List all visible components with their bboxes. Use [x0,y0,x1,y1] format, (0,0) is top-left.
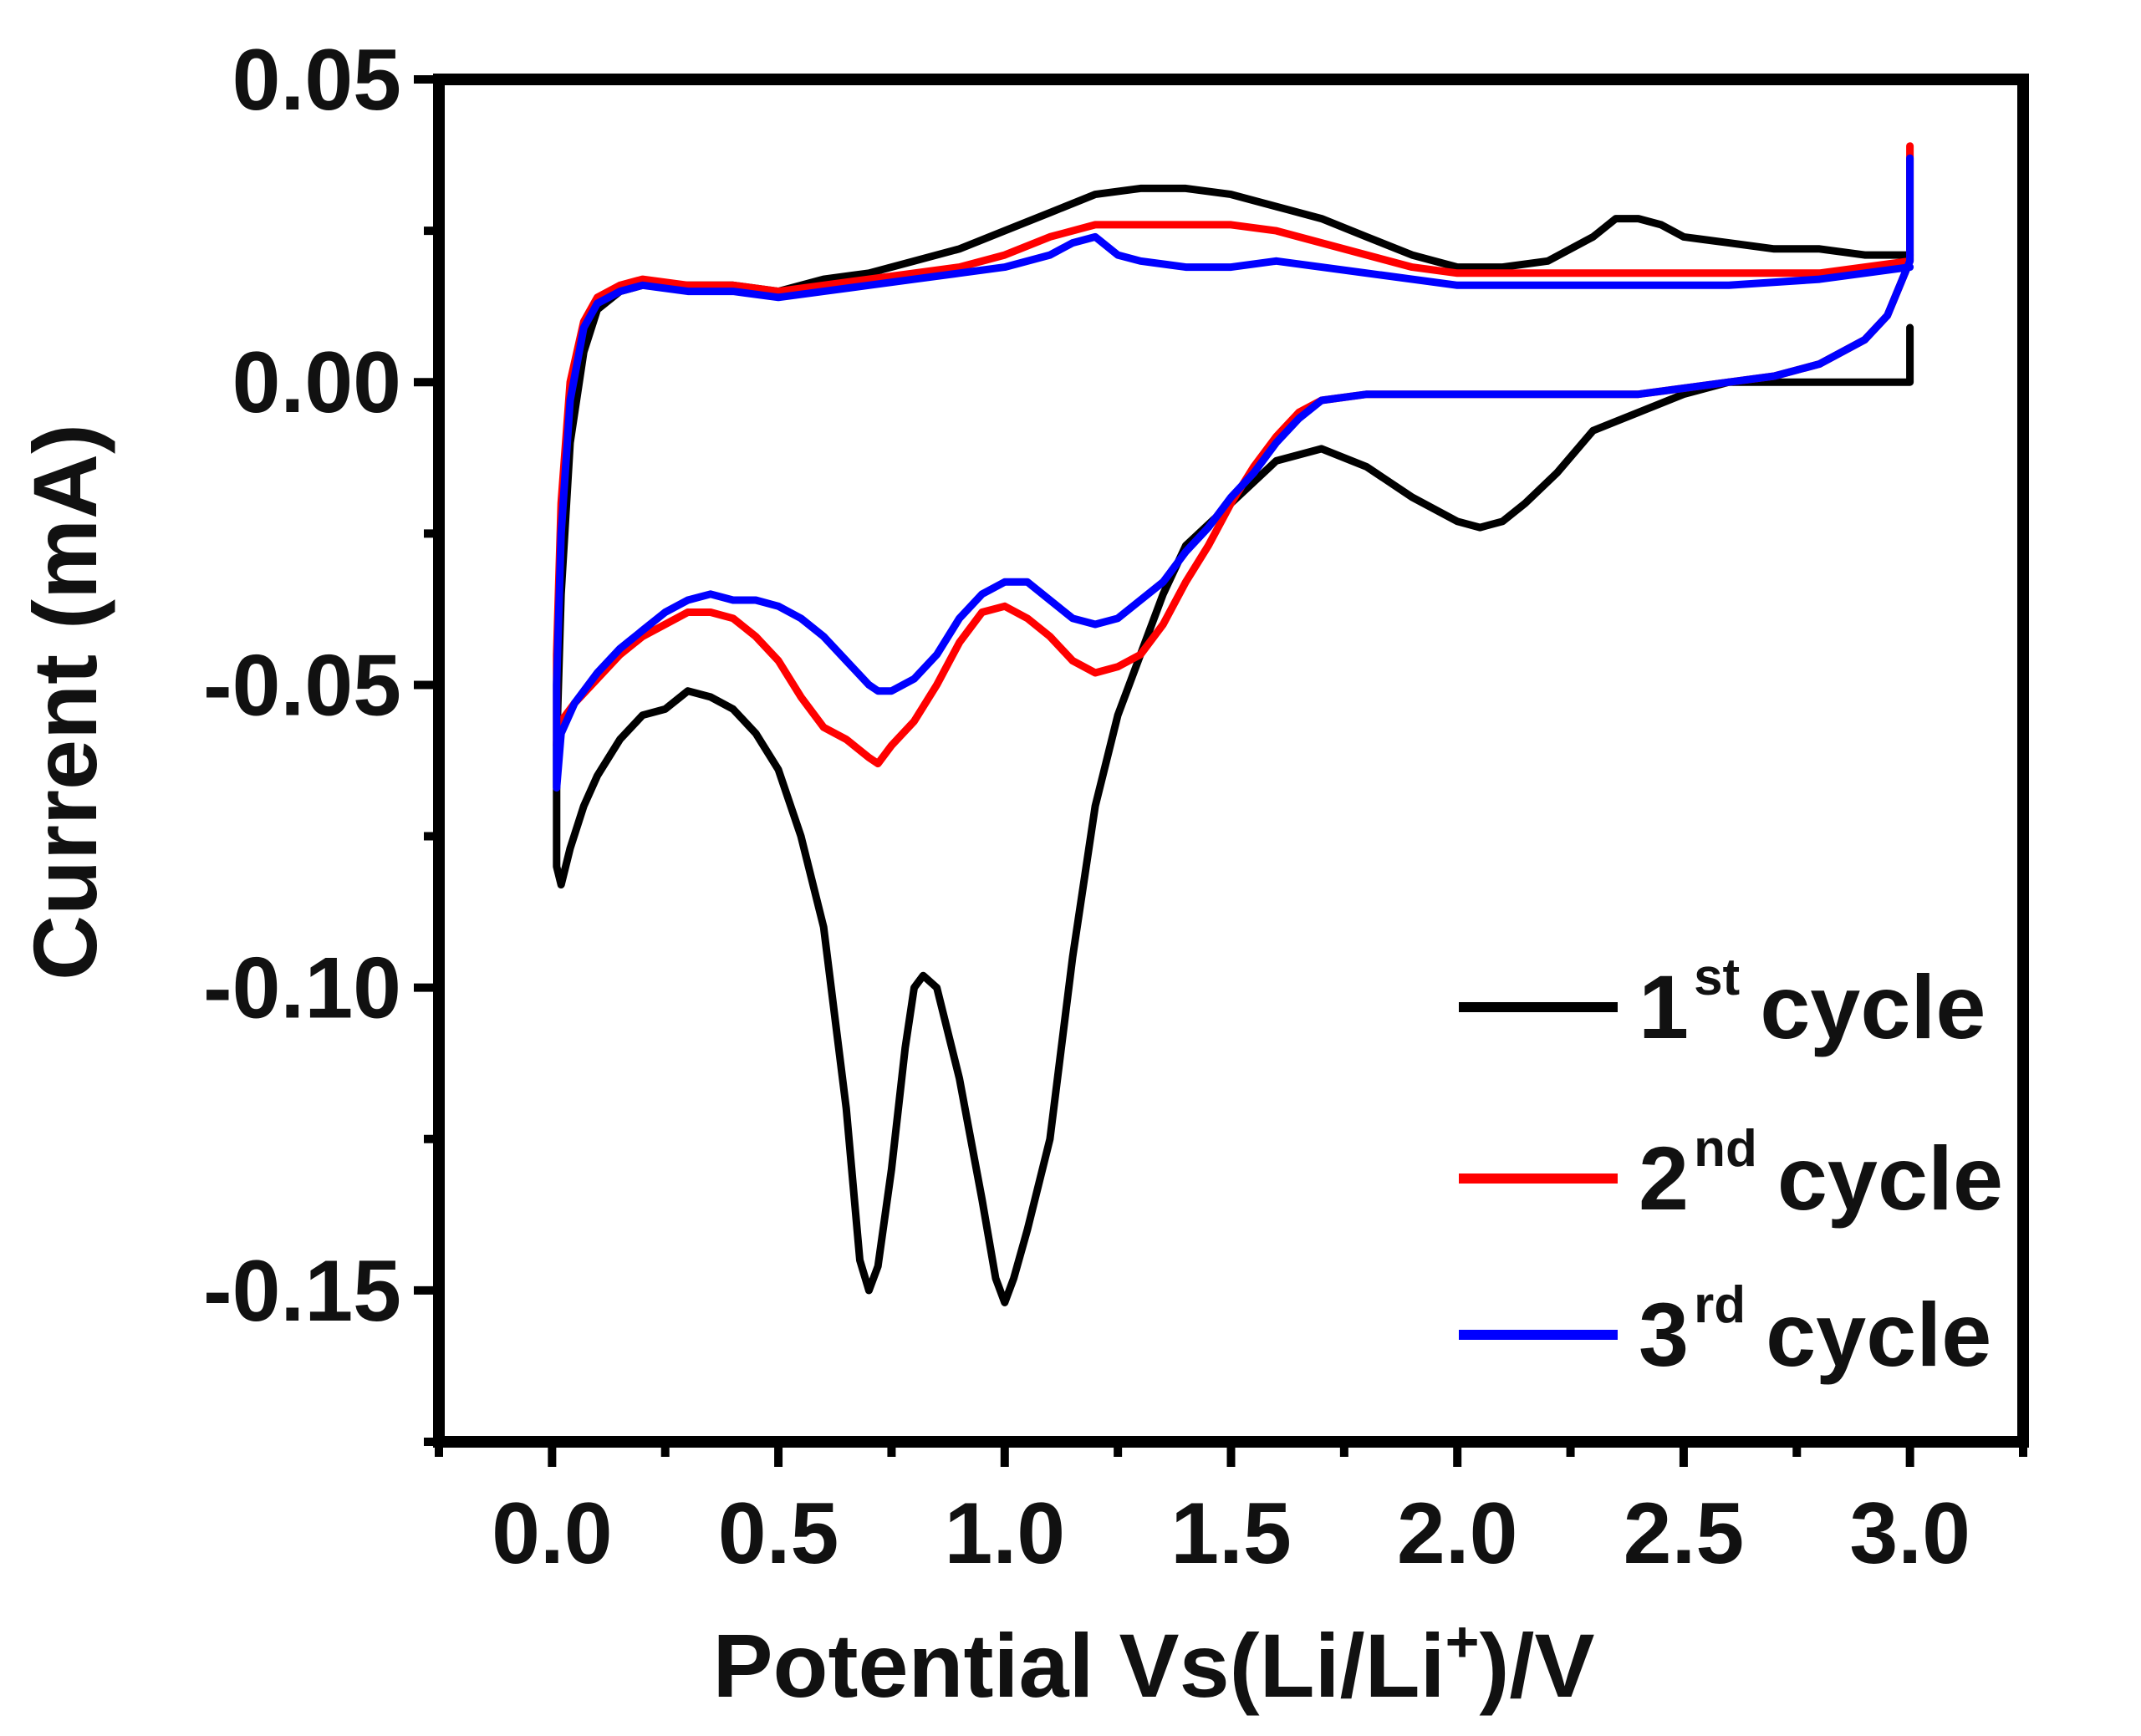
legend-label-2nd-cycle: 2nd cycle [1639,1120,2003,1229]
x-axis-title-sup: + [1445,1609,1480,1674]
x-tick-label: 1.5 [1170,1485,1292,1582]
x-axis-ticks: 0.0 0.5 1.0 1.5 2.0 2.5 3.0 [435,1442,2027,1582]
x-tick-label: 0.0 [492,1485,613,1582]
x-tick-label: 3.0 [1849,1485,1970,1582]
legend-item-1st: 1st cycle [1459,949,1986,1057]
x-tick-label: 2.0 [1397,1485,1518,1582]
series-layer [553,142,1914,1306]
y-axis-title: Current (mA) [14,424,115,980]
legend: 1st cycle 2nd cycle 3rd cycle [1459,949,2003,1385]
y-axis-ticks: 0.05 0.00 -0.05 -0.10 -0.15 [203,32,439,1446]
series-line-3rd-cycle [553,154,1914,792]
x-axis-title-tail: )/V [1479,1615,1594,1716]
y-tick-label: 0.00 [232,334,401,431]
x-tick-label: 2.5 [1624,1485,1745,1582]
y-tick-label: -0.05 [203,637,401,734]
legend-item-2nd: 2nd cycle [1459,1120,2003,1229]
y-tick-label: -0.10 [203,940,401,1037]
series-line-1st-cycle [553,184,1914,1306]
legend-item-3rd: 3rd cycle [1459,1276,1991,1385]
x-tick-label: 1.0 [944,1485,1065,1582]
x-axis-title: Potential Vs(Li/Li+)/V [713,1609,1595,1716]
x-tick-label: 0.5 [718,1485,839,1582]
x-axis-title-main: Potential Vs(Li/Li [713,1615,1445,1716]
y-tick-label: 0.05 [232,32,401,129]
y-tick-label: -0.15 [203,1243,401,1340]
legend-label-1st-cycle: 1st cycle [1639,949,1986,1057]
legend-label-3rd-cycle: 3rd cycle [1639,1276,1991,1385]
